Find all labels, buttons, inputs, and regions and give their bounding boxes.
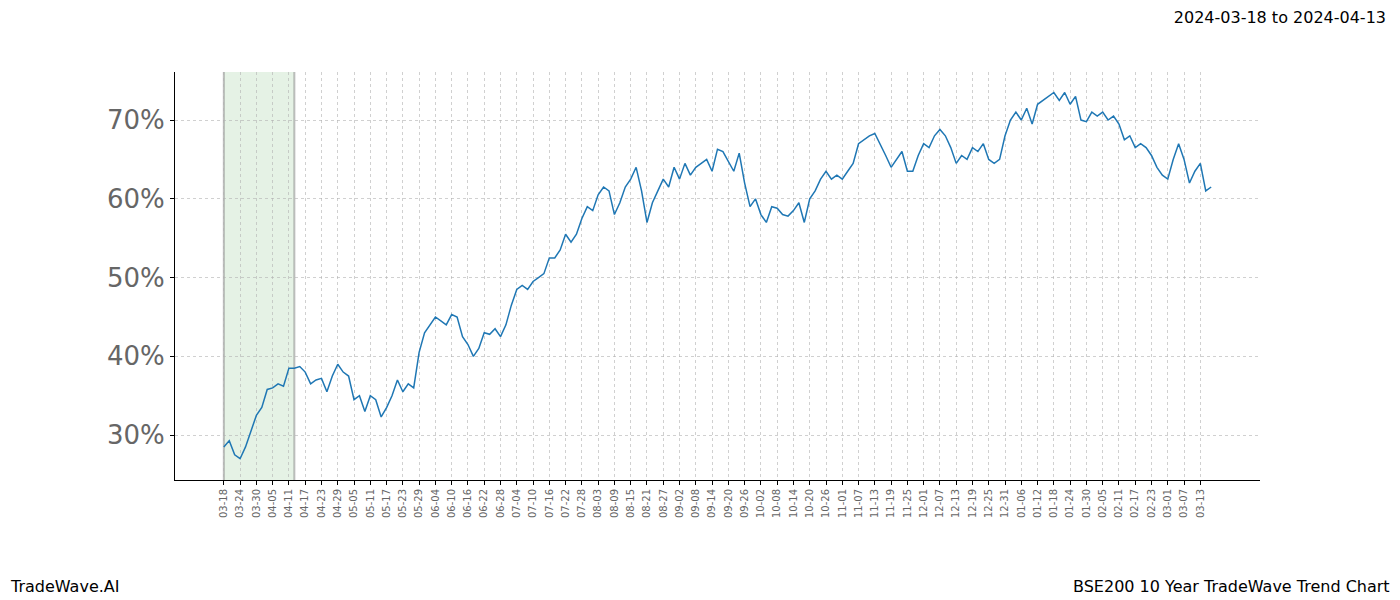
svg-text:12-25: 12-25 <box>983 489 994 518</box>
svg-text:03-24: 03-24 <box>234 489 245 518</box>
svg-text:08-27: 08-27 <box>658 489 669 518</box>
svg-text:08-03: 08-03 <box>592 489 603 518</box>
svg-text:11-07: 11-07 <box>853 489 864 518</box>
svg-text:BSE200 10 Year TradeWave Trend: BSE200 10 Year TradeWave Trend Chart <box>1073 577 1390 596</box>
svg-text:05-05: 05-05 <box>348 489 359 518</box>
svg-text:01-12: 01-12 <box>1032 489 1043 518</box>
svg-text:10-14: 10-14 <box>788 489 799 518</box>
svg-text:70%: 70% <box>107 105 165 135</box>
svg-text:02-11: 02-11 <box>1113 489 1124 518</box>
svg-text:01-06: 01-06 <box>1016 489 1027 518</box>
svg-text:10-26: 10-26 <box>820 489 831 518</box>
svg-text:11-01: 11-01 <box>837 489 848 518</box>
svg-text:07-04: 07-04 <box>511 489 522 518</box>
svg-text:06-28: 06-28 <box>495 489 506 518</box>
svg-text:09-14: 09-14 <box>706 489 717 518</box>
svg-text:04-23: 04-23 <box>316 489 327 518</box>
svg-text:12-13: 12-13 <box>950 489 961 518</box>
svg-text:05-11: 05-11 <box>365 489 376 518</box>
svg-text:07-10: 07-10 <box>527 489 538 518</box>
svg-text:12-07: 12-07 <box>934 489 945 518</box>
svg-text:02-17: 02-17 <box>1129 489 1140 518</box>
svg-text:04-17: 04-17 <box>299 489 310 518</box>
svg-text:01-24: 01-24 <box>1064 489 1075 518</box>
svg-text:06-04: 06-04 <box>430 489 441 518</box>
svg-text:02-23: 02-23 <box>1146 489 1157 518</box>
svg-text:08-21: 08-21 <box>641 489 652 518</box>
svg-text:09-02: 09-02 <box>674 489 685 518</box>
svg-text:08-15: 08-15 <box>625 489 636 518</box>
svg-text:08-09: 08-09 <box>609 489 620 518</box>
svg-text:03-18: 03-18 <box>218 489 229 518</box>
svg-text:30%: 30% <box>107 420 165 450</box>
svg-text:03-13: 03-13 <box>1195 489 1206 518</box>
svg-text:01-18: 01-18 <box>1048 489 1059 518</box>
svg-text:05-23: 05-23 <box>397 489 408 518</box>
svg-text:07-16: 07-16 <box>544 489 555 518</box>
svg-text:03-07: 03-07 <box>1178 489 1189 518</box>
svg-text:09-20: 09-20 <box>723 489 734 518</box>
svg-text:06-22: 06-22 <box>478 489 489 518</box>
svg-text:2024-03-18 to 2024-04-13: 2024-03-18 to 2024-04-13 <box>1174 8 1386 27</box>
svg-text:03-30: 03-30 <box>251 489 262 518</box>
svg-text:04-11: 04-11 <box>283 489 294 518</box>
svg-text:06-16: 06-16 <box>462 489 473 518</box>
svg-text:04-05: 04-05 <box>267 489 278 518</box>
svg-text:12-01: 12-01 <box>918 489 929 518</box>
svg-text:40%: 40% <box>107 341 165 371</box>
svg-text:11-13: 11-13 <box>869 489 880 518</box>
svg-text:05-29: 05-29 <box>413 489 424 518</box>
svg-text:09-26: 09-26 <box>739 489 750 518</box>
svg-text:10-02: 10-02 <box>755 489 766 518</box>
svg-text:11-25: 11-25 <box>902 489 913 518</box>
svg-text:07-28: 07-28 <box>576 489 587 518</box>
svg-text:50%: 50% <box>107 263 165 293</box>
svg-text:10-08: 10-08 <box>771 489 782 518</box>
svg-text:07-22: 07-22 <box>560 489 571 518</box>
svg-text:12-19: 12-19 <box>967 489 978 518</box>
svg-text:TradeWave.AI: TradeWave.AI <box>10 577 119 596</box>
svg-text:04-29: 04-29 <box>332 489 343 518</box>
svg-text:05-17: 05-17 <box>381 489 392 518</box>
svg-text:09-08: 09-08 <box>690 489 701 518</box>
svg-text:11-19: 11-19 <box>885 489 896 518</box>
svg-text:01-30: 01-30 <box>1081 489 1092 518</box>
svg-text:60%: 60% <box>107 184 165 214</box>
svg-text:10-20: 10-20 <box>804 489 815 518</box>
svg-text:02-05: 02-05 <box>1097 489 1108 518</box>
svg-text:12-31: 12-31 <box>999 489 1010 518</box>
svg-text:06-10: 06-10 <box>446 489 457 518</box>
svg-text:03-01: 03-01 <box>1162 489 1173 518</box>
